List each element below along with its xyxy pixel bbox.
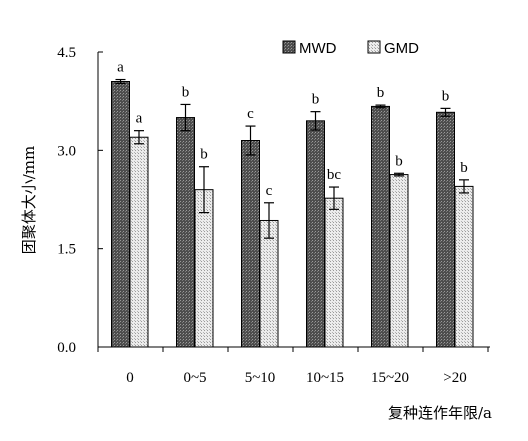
x-tick-label: 0~5	[183, 370, 206, 386]
x-tick-label: 15~20	[371, 370, 409, 386]
y-axis-title: 团聚体大小/mm	[20, 146, 38, 255]
bar-mwd-0	[111, 81, 130, 348]
bar-gmd-0	[129, 136, 149, 348]
bar-mwd-2	[241, 140, 260, 348]
x-axis-title: 复种连作年限/a	[388, 404, 492, 422]
bar-gmd-4	[389, 174, 409, 348]
significance-label: b	[395, 153, 403, 169]
bar-gmd-2	[259, 219, 279, 348]
significance-label: b	[377, 85, 385, 101]
significance-label: b	[442, 88, 450, 104]
significance-label: b	[182, 84, 190, 100]
significance-label: b	[200, 147, 208, 163]
y-tick-label: 1.5	[57, 242, 76, 258]
y-tick-label: 0.0	[57, 340, 76, 356]
x-axis-ticks: 0 0~5 5~10 10~15 15~20 >20	[97, 347, 489, 386]
x-tick-label: 10~15	[306, 370, 344, 386]
significance-label: bc	[327, 167, 342, 183]
bar-gmd-1	[194, 189, 214, 348]
y-tick-label: 3.0	[57, 143, 76, 159]
significance-label: b	[460, 160, 468, 176]
significance-label: c	[266, 183, 273, 199]
legend-label-gmd: GMD	[384, 40, 419, 57]
significance-label: c	[247, 106, 254, 122]
bar-mwd-4	[371, 105, 390, 348]
bar-mwd-5	[436, 111, 455, 348]
legend-label-mwd: MWD	[299, 40, 337, 57]
legend: MWD GMD	[282, 40, 419, 57]
x-tick-label: 0	[126, 370, 134, 386]
significance-label: b	[312, 92, 320, 108]
legend-swatch-mwd	[282, 40, 296, 54]
bar-gmd-3	[324, 197, 344, 348]
bar-mwd-3	[306, 120, 325, 348]
x-tick-label: 5~10	[245, 370, 276, 386]
legend-swatch-gmd	[367, 40, 381, 54]
x-tick-label: >20	[443, 370, 466, 386]
bar-mwd-1	[176, 117, 195, 348]
significance-label: a	[117, 60, 124, 76]
y-axis-ticks: 0.0 1.5 3.0 4.5	[57, 45, 103, 356]
bar-gmd-5	[454, 185, 474, 348]
significance-label: a	[136, 111, 143, 127]
y-tick-label: 4.5	[57, 45, 76, 61]
